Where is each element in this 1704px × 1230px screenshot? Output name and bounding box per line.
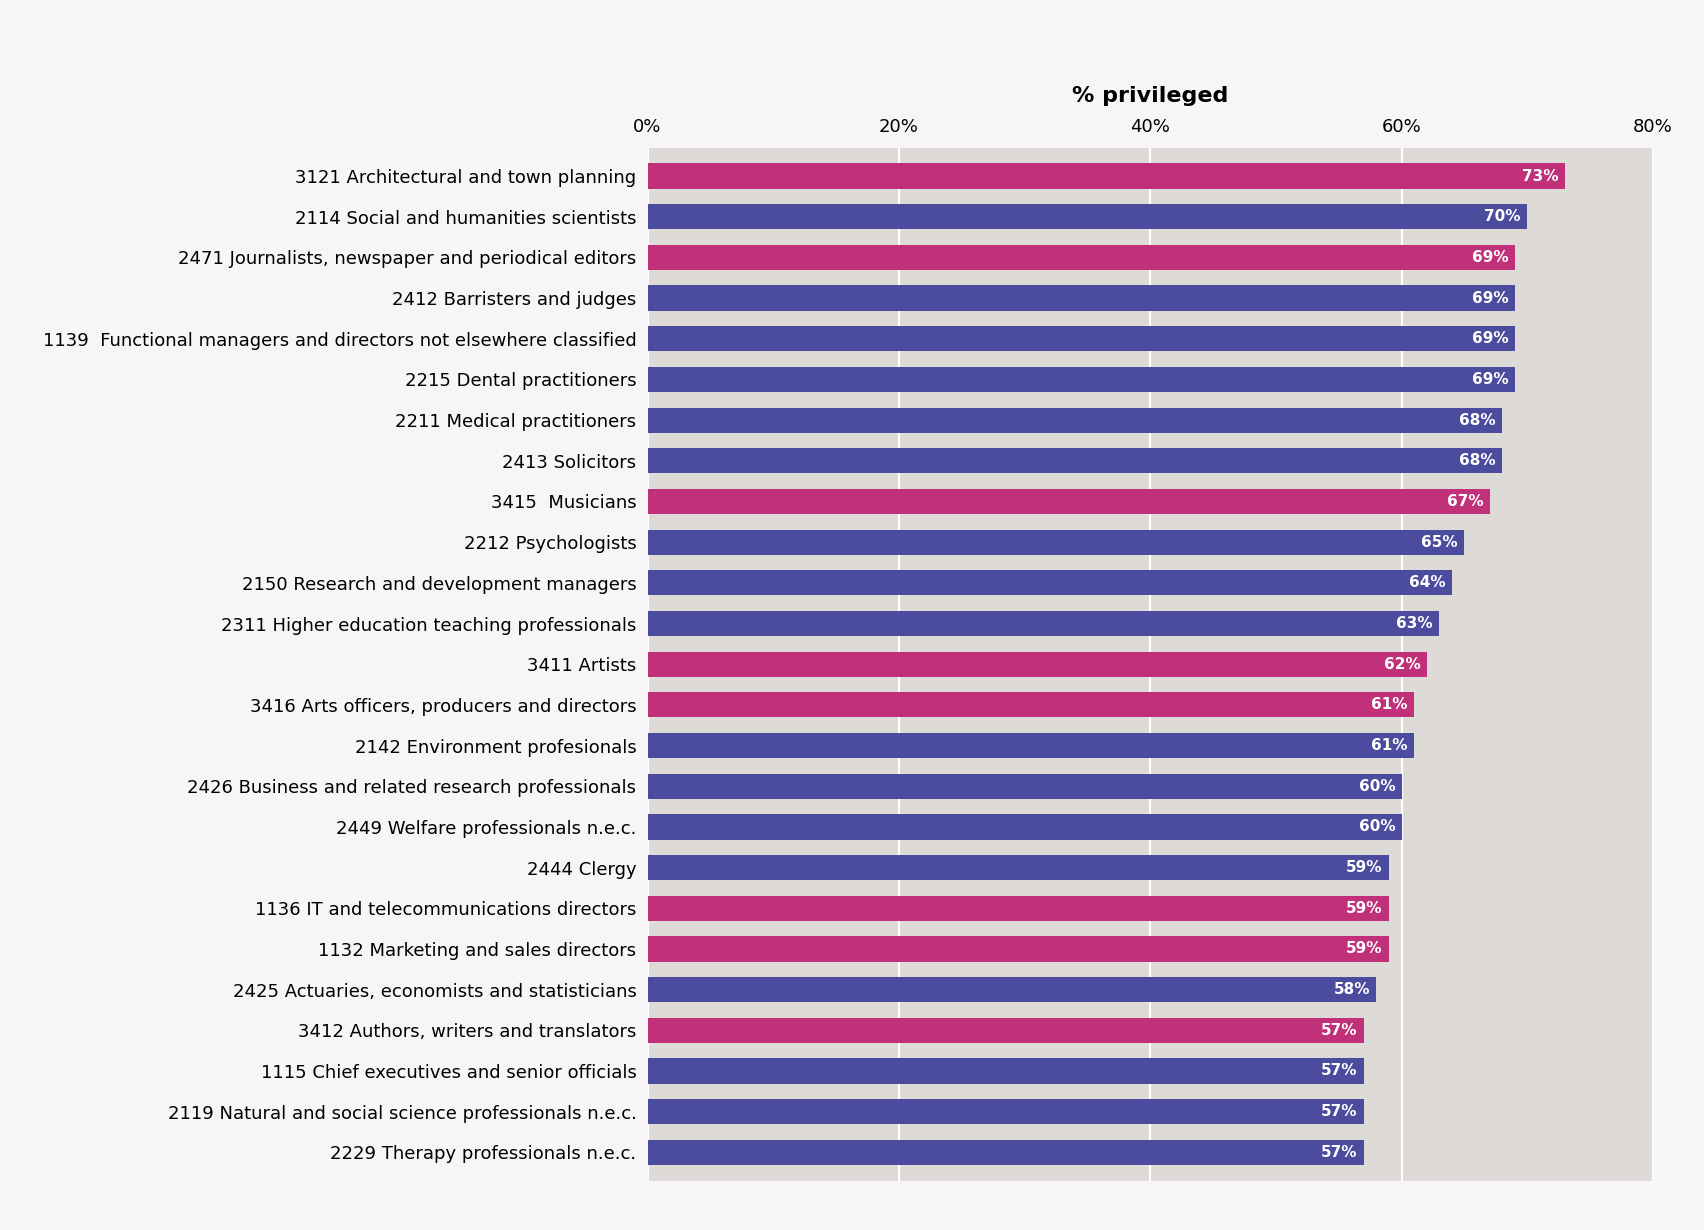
Text: 57%: 57% — [1321, 1023, 1358, 1038]
Text: 61%: 61% — [1372, 697, 1408, 712]
Bar — [648, 571, 1452, 595]
Bar — [648, 814, 1401, 840]
Bar — [648, 652, 1426, 676]
Text: 63%: 63% — [1396, 616, 1433, 631]
Text: 60%: 60% — [1358, 819, 1396, 834]
Text: 73%: 73% — [1522, 169, 1559, 183]
Bar — [648, 895, 1389, 921]
Text: 68%: 68% — [1459, 412, 1496, 428]
Text: 69%: 69% — [1472, 371, 1508, 387]
Bar — [648, 936, 1389, 962]
Bar — [648, 326, 1515, 352]
Bar — [648, 611, 1440, 636]
Text: 59%: 59% — [1346, 860, 1382, 875]
Text: 60%: 60% — [1358, 779, 1396, 793]
Bar — [648, 977, 1377, 1002]
Bar — [648, 530, 1464, 555]
Bar — [648, 855, 1389, 881]
Text: 57%: 57% — [1321, 1145, 1358, 1160]
Bar — [648, 164, 1564, 188]
Text: 67%: 67% — [1447, 494, 1482, 509]
Bar — [648, 774, 1401, 798]
Text: 68%: 68% — [1459, 454, 1496, 469]
Text: 70%: 70% — [1484, 209, 1522, 224]
Text: 62%: 62% — [1384, 657, 1421, 672]
Bar — [648, 448, 1503, 474]
Text: 69%: 69% — [1472, 250, 1508, 264]
Bar — [648, 407, 1503, 433]
Text: 58%: 58% — [1334, 982, 1370, 998]
Bar — [648, 1100, 1363, 1124]
Text: 65%: 65% — [1421, 535, 1459, 550]
Bar — [648, 245, 1515, 271]
Bar — [648, 1017, 1363, 1043]
Bar — [648, 692, 1414, 717]
Bar — [648, 488, 1489, 514]
Text: 59%: 59% — [1346, 941, 1382, 957]
Bar — [648, 285, 1515, 311]
Text: 59%: 59% — [1346, 900, 1382, 916]
Bar — [648, 1058, 1363, 1084]
Text: 69%: 69% — [1472, 331, 1508, 347]
Text: 64%: 64% — [1409, 576, 1445, 590]
Bar — [648, 733, 1414, 758]
Bar — [648, 367, 1515, 392]
Text: 61%: 61% — [1372, 738, 1408, 753]
X-axis label: % privileged: % privileged — [1072, 86, 1229, 106]
Text: 69%: 69% — [1472, 290, 1508, 305]
Text: 57%: 57% — [1321, 1064, 1358, 1079]
Bar — [648, 1140, 1363, 1165]
Bar — [648, 204, 1527, 229]
Text: 57%: 57% — [1321, 1105, 1358, 1119]
